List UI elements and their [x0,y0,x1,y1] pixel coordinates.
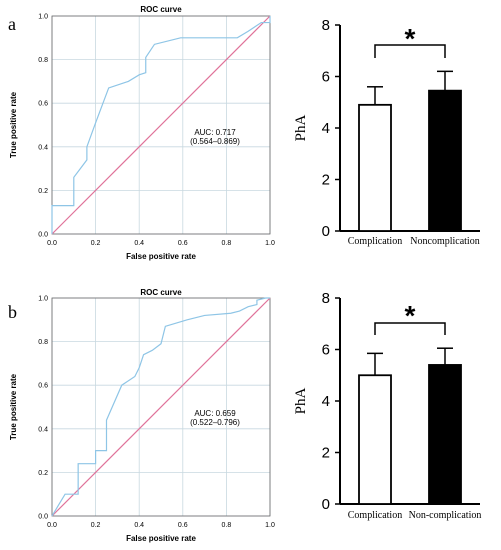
x-tick-label: 0.0 [47,240,57,247]
roc-chart: 0.0 0.2 0.4 0.6 0.8 1.0 0.0 0.2 0.4 0.6 0.8 1.0 ROC … [9,288,275,543]
roc-curve [51,16,271,234]
y-tick-label: 2 [322,445,330,462]
significance-marker: * [405,23,416,54]
y-tick-label: 0.8 [38,339,48,346]
x-tick-label: Non-complication [409,510,482,521]
bar [428,89,462,232]
auc-value: AUC: 0.659 [194,409,236,418]
significance-bracket [374,322,446,335]
x-tick-label: 1.0 [265,240,275,247]
bar-chart: 0 2 4 6 8 PhA Complication Noncomplication * [293,17,480,247]
x-axis-label: False positive rate [126,252,196,261]
y-tick-label: 0 [322,223,330,240]
bar [358,374,392,505]
y-tick-label: 0.2 [38,188,48,195]
x-tick-label: 0.2 [91,240,101,247]
y-tick-label: 0.2 [38,470,48,477]
panel-letter: b [8,302,17,322]
chart-title: ROC curve [140,5,182,14]
x-tick-label: Complication [348,236,402,247]
panel-letter: a [8,14,16,34]
reference-line [51,15,271,235]
y-tick-label: 1.0 [38,296,48,303]
chart-title: ROC curve [140,288,182,297]
x-tick-label: 1.0 [265,522,275,529]
reference-line [51,297,271,517]
x-tick-label: 0.0 [47,522,57,529]
y-tick-label: 2 [322,172,330,189]
y-tick-label: 4 [322,393,330,410]
y-tick-label: 4 [322,120,330,137]
plot-frame [51,15,271,235]
bar-chart: 0 2 4 6 8 PhA Complication Non-complication * [293,290,481,521]
y-tick-label: 0.0 [38,232,48,239]
x-tick-label: 0.2 [91,522,101,529]
auc-value: AUC: 0.717 [194,128,236,137]
plot-frame [51,297,271,517]
y-tick-label: 0.0 [38,514,48,521]
y-tick-label: 0.6 [38,383,48,390]
y-tick-label: 6 [322,342,330,359]
auc-interval: (0.564–0.869) [190,137,240,146]
y-tick-label: 0.4 [38,426,48,433]
y-tick-label: 0.6 [38,101,48,108]
y-tick-label: 1.0 [38,14,48,21]
significance-marker: * [405,300,416,331]
bar [428,364,462,505]
roc-curve [51,297,270,517]
y-axis-label: PhA [293,115,309,142]
x-axis-label: False positive rate [126,534,196,543]
auc-interval: (0.522–0.796) [190,418,240,427]
y-tick-label: 6 [322,69,330,86]
y-tick-label: 0 [322,496,330,513]
x-tick-label: 0.8 [222,522,232,529]
y-tick-label: 0.4 [38,144,48,151]
x-tick-label: Noncomplication [410,236,479,247]
x-tick-label: 0.8 [222,240,232,247]
y-tick-label: 8 [322,17,330,34]
y-tick-label: 8 [322,290,330,307]
significance-bracket [374,44,446,58]
x-tick-label: 0.6 [178,240,188,247]
y-axis-label: PhA [293,388,309,415]
x-tick-label: 0.6 [178,522,188,529]
x-tick-label: 0.4 [134,522,144,529]
y-axis-label: True positive rate [9,373,18,440]
y-tick-label: 0.8 [38,57,48,64]
bar [358,103,392,232]
x-tick-label: Complication [348,510,402,521]
y-axis-label: True positive rate [9,91,18,158]
roc-chart: 0.0 0.2 0.4 0.6 0.8 1.0 0.0 0.2 0.4 0.6 0.8 1.0 ROC … [9,5,275,261]
x-tick-label: 0.4 [134,240,144,247]
